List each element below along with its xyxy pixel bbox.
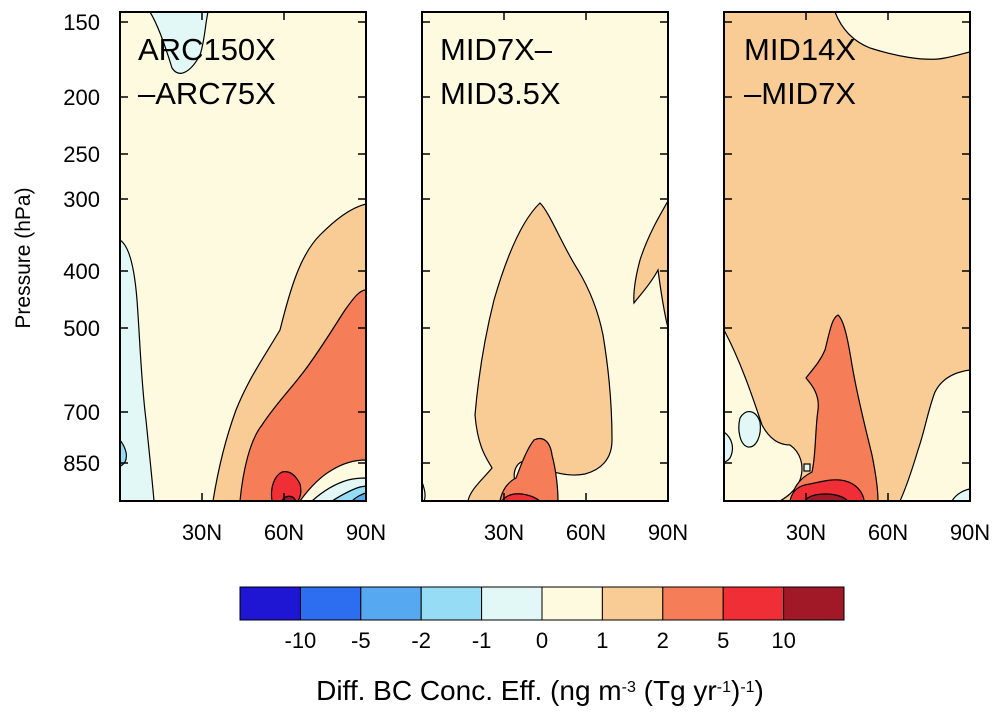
- panel1-x-tick-30n: 30N: [182, 520, 222, 545]
- panel-arc150x-minus-arc75x: ARC150X –ARC75X 30N 60N 90N: [119, 11, 386, 545]
- panel-mid7x-minus-mid3-5x: MID7X– MID3.5X 30N 60N 90N: [421, 11, 688, 545]
- panel3-frame: [723, 11, 971, 502]
- panel2-title-line1: MID7X–: [440, 32, 553, 67]
- colorbar-title-sup2: -1: [717, 679, 731, 696]
- panel1-x-tick-60n: 60N: [264, 520, 304, 545]
- panel2-contour-1-2-right: [633, 199, 668, 329]
- panel2-frame: [421, 11, 669, 502]
- colorbar-swatch: [481, 586, 543, 621]
- y-tick-labels: 150 200 250 300 400 500 700 850: [63, 10, 100, 476]
- panel3-contour-10-plus: [804, 493, 849, 501]
- panel1-title-line1: ARC150X: [138, 32, 276, 67]
- colorbar-tick-label: -2: [411, 628, 431, 653]
- panel3-x-tick-60n: 60N: [868, 520, 908, 545]
- colorbar-tick-label: 0: [536, 628, 548, 653]
- y-axis-title: Pressure (hPa): [12, 187, 35, 328]
- colorbar-tick-label: -1: [472, 628, 492, 653]
- colorbar-title-end: ): [755, 675, 764, 706]
- panel1-x-tick-90n: 90N: [346, 520, 386, 545]
- y-tick-500: 500: [63, 316, 100, 341]
- panel1-tick-marks: [120, 12, 366, 501]
- panel2-contour-5-10: [501, 493, 542, 501]
- colorbar-tick-label: 10: [771, 628, 795, 653]
- colorbar-swatch: [299, 586, 362, 621]
- panel1-contour-neg1-0-top: [149, 12, 209, 74]
- y-tick-850: 850: [63, 451, 100, 476]
- panel3-x-tick-30n: 30N: [786, 520, 826, 545]
- panel3-contour-5-10: [789, 479, 865, 501]
- panel1-contour-neg5-neg2-ground: [351, 492, 366, 501]
- panel1-contour-5-10: [270, 471, 302, 501]
- panel1-contour-neg1-0-left: [120, 239, 155, 501]
- panel2-contour-1-2-main: [467, 202, 613, 501]
- panel1-contour-10-plus: [281, 495, 297, 501]
- panel3-title-line1: MID14X: [744, 32, 856, 67]
- panel3-contour-0-1-top: [834, 12, 970, 60]
- colorbar: -10 -5 -2 -1 0 1 2 5 10: [239, 586, 845, 653]
- colorbar-swatch: [601, 586, 664, 621]
- panel2-x-tick-90n: 90N: [648, 520, 688, 545]
- panel2-x-tick-30n: 30N: [484, 520, 524, 545]
- colorbar-title-sup1: -3: [622, 679, 636, 696]
- panel-mid14x-minus-mid7x: MID14X –MID7X 30N 60N 90N: [723, 11, 990, 545]
- panel2-x-tick-60n: 60N: [566, 520, 606, 545]
- colorbar-title-mid: (Tg yr: [636, 675, 717, 706]
- y-tick-700: 700: [63, 400, 100, 425]
- panel3-title-line2: –MID7X: [744, 76, 856, 111]
- colorbar-swatch: [783, 586, 845, 621]
- panel3-contour-2-5: [792, 314, 879, 501]
- panel3-contour-neg1-0-a: [738, 411, 761, 448]
- colorbar-swatch: [420, 586, 483, 621]
- colorbar-swatch: [360, 586, 422, 621]
- panel3-contour-neg1-0-d: [803, 463, 811, 472]
- y-tick-300: 300: [63, 187, 100, 212]
- colorbar-tick-label: -5: [351, 628, 371, 653]
- colorbar-tick-label: 2: [657, 628, 669, 653]
- colorbar-title-close: ): [731, 675, 740, 706]
- colorbar-title-main: Diff. BC Conc. Eff. (ng m: [316, 675, 622, 706]
- panel3-tick-marks: [724, 12, 970, 501]
- colorbar-tick-label: 5: [717, 628, 729, 653]
- y-tick-250: 250: [63, 142, 100, 167]
- panel1-title-line2: –ARC75X: [138, 76, 276, 111]
- panel2-title-line2: MID3.5X: [440, 76, 561, 111]
- panel2-tick-marks: [422, 12, 668, 501]
- colorbar-swatch: [541, 586, 603, 621]
- panel1-frame: [119, 11, 367, 502]
- colorbar-swatch: [239, 586, 301, 621]
- colorbar-swatch: [722, 586, 785, 621]
- colorbar-tick-label: 1: [596, 628, 608, 653]
- panel2-contour-2-5: [499, 437, 559, 501]
- y-tick-200: 200: [63, 85, 100, 110]
- panel3-contour-0-1-right: [899, 369, 970, 501]
- y-tick-400: 400: [63, 259, 100, 284]
- colorbar-tick-label: -10: [285, 628, 317, 653]
- y-tick-150: 150: [63, 10, 100, 35]
- panel3-contour-0-1-left: [724, 329, 803, 501]
- panel3-contour-neg1-0-c: [951, 488, 970, 501]
- panel3-x-tick-90n: 90N: [950, 520, 990, 545]
- colorbar-title-sup3: -1: [740, 679, 754, 696]
- colorbar-title: Diff. BC Conc. Eff. (ng m-3 (Tg yr-1)-1): [316, 675, 764, 706]
- colorbar-swatch: [662, 586, 724, 621]
